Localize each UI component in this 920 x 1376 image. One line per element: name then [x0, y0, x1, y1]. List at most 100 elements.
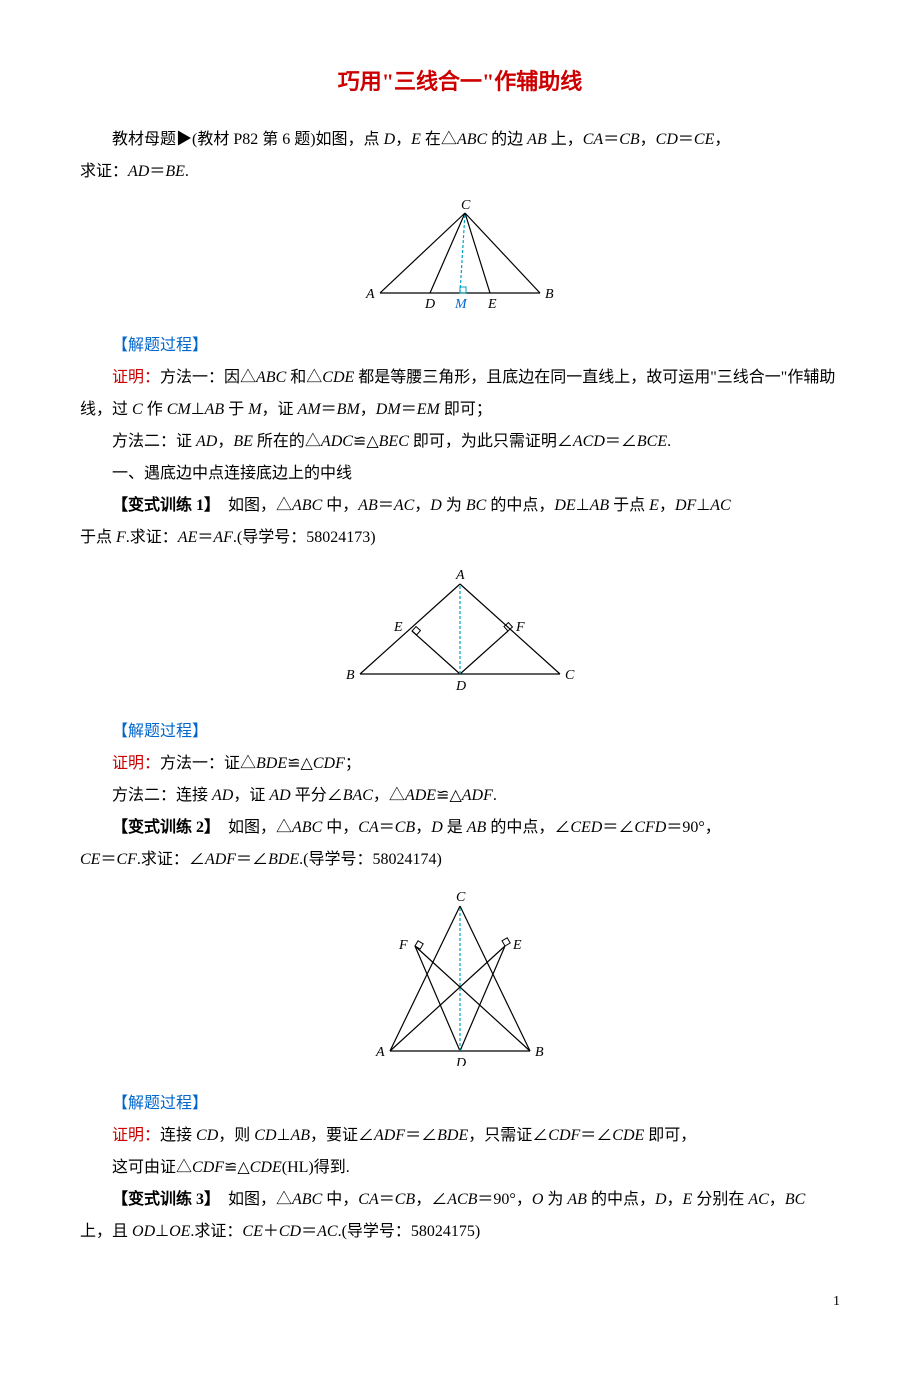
- var: CA: [358, 1191, 378, 1208]
- solution-heading-3: 【解题过程】: [80, 1088, 840, 1120]
- text: ＝: [100, 851, 116, 868]
- var: CDF: [548, 1127, 580, 1144]
- text: 方法二：连接: [112, 787, 212, 804]
- var: CA: [583, 131, 603, 148]
- var: CED: [570, 819, 602, 836]
- var: CD: [254, 1127, 276, 1144]
- svg-text:D: D: [455, 1056, 466, 1066]
- var: BDE: [256, 755, 287, 772]
- text: .(导学号：58024175): [338, 1223, 481, 1240]
- text: 如图，△: [212, 1191, 292, 1208]
- text: 一、遇底边中点连接底边上的中线: [112, 465, 352, 482]
- text: 作: [143, 401, 167, 418]
- var: ADF: [374, 1127, 405, 1144]
- svg-text:B: B: [346, 668, 355, 683]
- text: 即可，: [644, 1127, 696, 1144]
- var: AC: [710, 497, 730, 514]
- text: .求证：∠: [137, 851, 205, 868]
- text: ，证: [233, 787, 269, 804]
- var: AC: [394, 497, 414, 514]
- text: ≌△: [287, 755, 313, 772]
- text: 如图，△: [212, 497, 292, 514]
- var: AC: [317, 1223, 337, 1240]
- var: AB: [358, 497, 378, 514]
- text: ＝∠: [236, 851, 268, 868]
- var: OE: [169, 1223, 190, 1240]
- text: 于: [224, 401, 248, 418]
- svg-text:F: F: [515, 620, 525, 635]
- text: .(导学号：58024173): [233, 529, 376, 546]
- var: AB: [290, 1127, 310, 1144]
- var: D: [431, 819, 443, 836]
- var: ADE: [405, 787, 436, 804]
- text: ＋: [263, 1223, 279, 1240]
- var: ACD: [573, 433, 605, 450]
- text: 求证：: [80, 163, 128, 180]
- mother-problem-line2: 求证：AD＝BE.: [80, 156, 840, 188]
- var: CDF: [192, 1159, 224, 1176]
- text: .: [667, 433, 671, 450]
- var: D: [384, 131, 396, 148]
- text: ，: [640, 131, 656, 148]
- text: ＝: [678, 131, 694, 148]
- text: .: [493, 787, 497, 804]
- page-title: 巧用"三线合一"作辅助线: [80, 60, 840, 104]
- text: 的中点，: [486, 497, 554, 514]
- text: 的边: [487, 131, 527, 148]
- svg-text:A: A: [455, 568, 465, 583]
- text: ＝: [301, 1223, 317, 1240]
- svg-text:B: B: [545, 287, 554, 302]
- var: ADF: [205, 851, 236, 868]
- proof-1-m2: 方法二：证 AD，BE 所在的△ADC≌△BEC 即可，为此只需证明∠ACD＝∠…: [80, 426, 840, 458]
- proof-3-line2: 这可由证△CDF≌△CDE(HL)得到.: [80, 1152, 840, 1184]
- var: D: [430, 497, 442, 514]
- triangle-figure-2: ABCDEF: [340, 564, 580, 694]
- svg-text:C: C: [565, 668, 575, 683]
- var: CM: [167, 401, 191, 418]
- var: ABC: [292, 1191, 322, 1208]
- section-1: 一、遇底边中点连接底边上的中线: [80, 458, 840, 490]
- var: BC: [785, 1191, 805, 1208]
- var: ABC: [457, 131, 487, 148]
- var: EM: [417, 401, 440, 418]
- var: DM: [376, 401, 401, 418]
- text: ＝: [321, 401, 337, 418]
- title-text: 巧用"三线合一"作辅助线: [338, 69, 582, 94]
- text: 方法一：因△: [160, 369, 256, 386]
- var: AB: [527, 131, 547, 148]
- var: CB: [395, 1191, 415, 1208]
- var: E: [683, 1191, 693, 1208]
- svg-text:B: B: [535, 1045, 544, 1060]
- var: ADF: [462, 787, 493, 804]
- proof-label: 证明：: [112, 1127, 160, 1144]
- text: 的中点，∠: [486, 819, 570, 836]
- variant-2-line2: CE＝CF.求证：∠ADF＝∠BDE.(导学号：58024174): [80, 844, 840, 876]
- text: ，只需证∠: [468, 1127, 548, 1144]
- text: 即可；: [440, 401, 492, 418]
- text: ＝90°，: [666, 819, 720, 836]
- solution-heading-2: 【解题过程】: [80, 716, 840, 748]
- svg-text:E: E: [393, 620, 403, 635]
- text: 中，: [322, 1191, 358, 1208]
- var: ACB: [447, 1191, 477, 1208]
- var: CF: [116, 851, 136, 868]
- var: AB: [567, 1191, 587, 1208]
- text: ＝: [197, 529, 213, 546]
- svg-text:A: A: [365, 287, 375, 302]
- page-number: 1: [80, 1288, 840, 1316]
- text: ＝∠: [605, 433, 637, 450]
- text: ＝: [401, 401, 417, 418]
- svg-text:C: C: [461, 198, 471, 213]
- svg-text:A: A: [375, 1045, 385, 1060]
- svg-text:M: M: [454, 297, 468, 308]
- variant-2: 【变式训练 2】 如图，△ABC 中，CA＝CB，D 是 AB 的中点，∠CED…: [80, 812, 840, 844]
- var: CA: [358, 819, 378, 836]
- var: AM: [298, 401, 321, 418]
- text: 如图，△: [212, 819, 292, 836]
- vt-head: 【变式训练 3】: [112, 1191, 212, 1208]
- text: ＝∠: [580, 1127, 612, 1144]
- text: 于点: [609, 497, 649, 514]
- var: CE: [80, 851, 100, 868]
- vt-head: 【变式训练 1】: [112, 497, 212, 514]
- text: ＝: [149, 163, 165, 180]
